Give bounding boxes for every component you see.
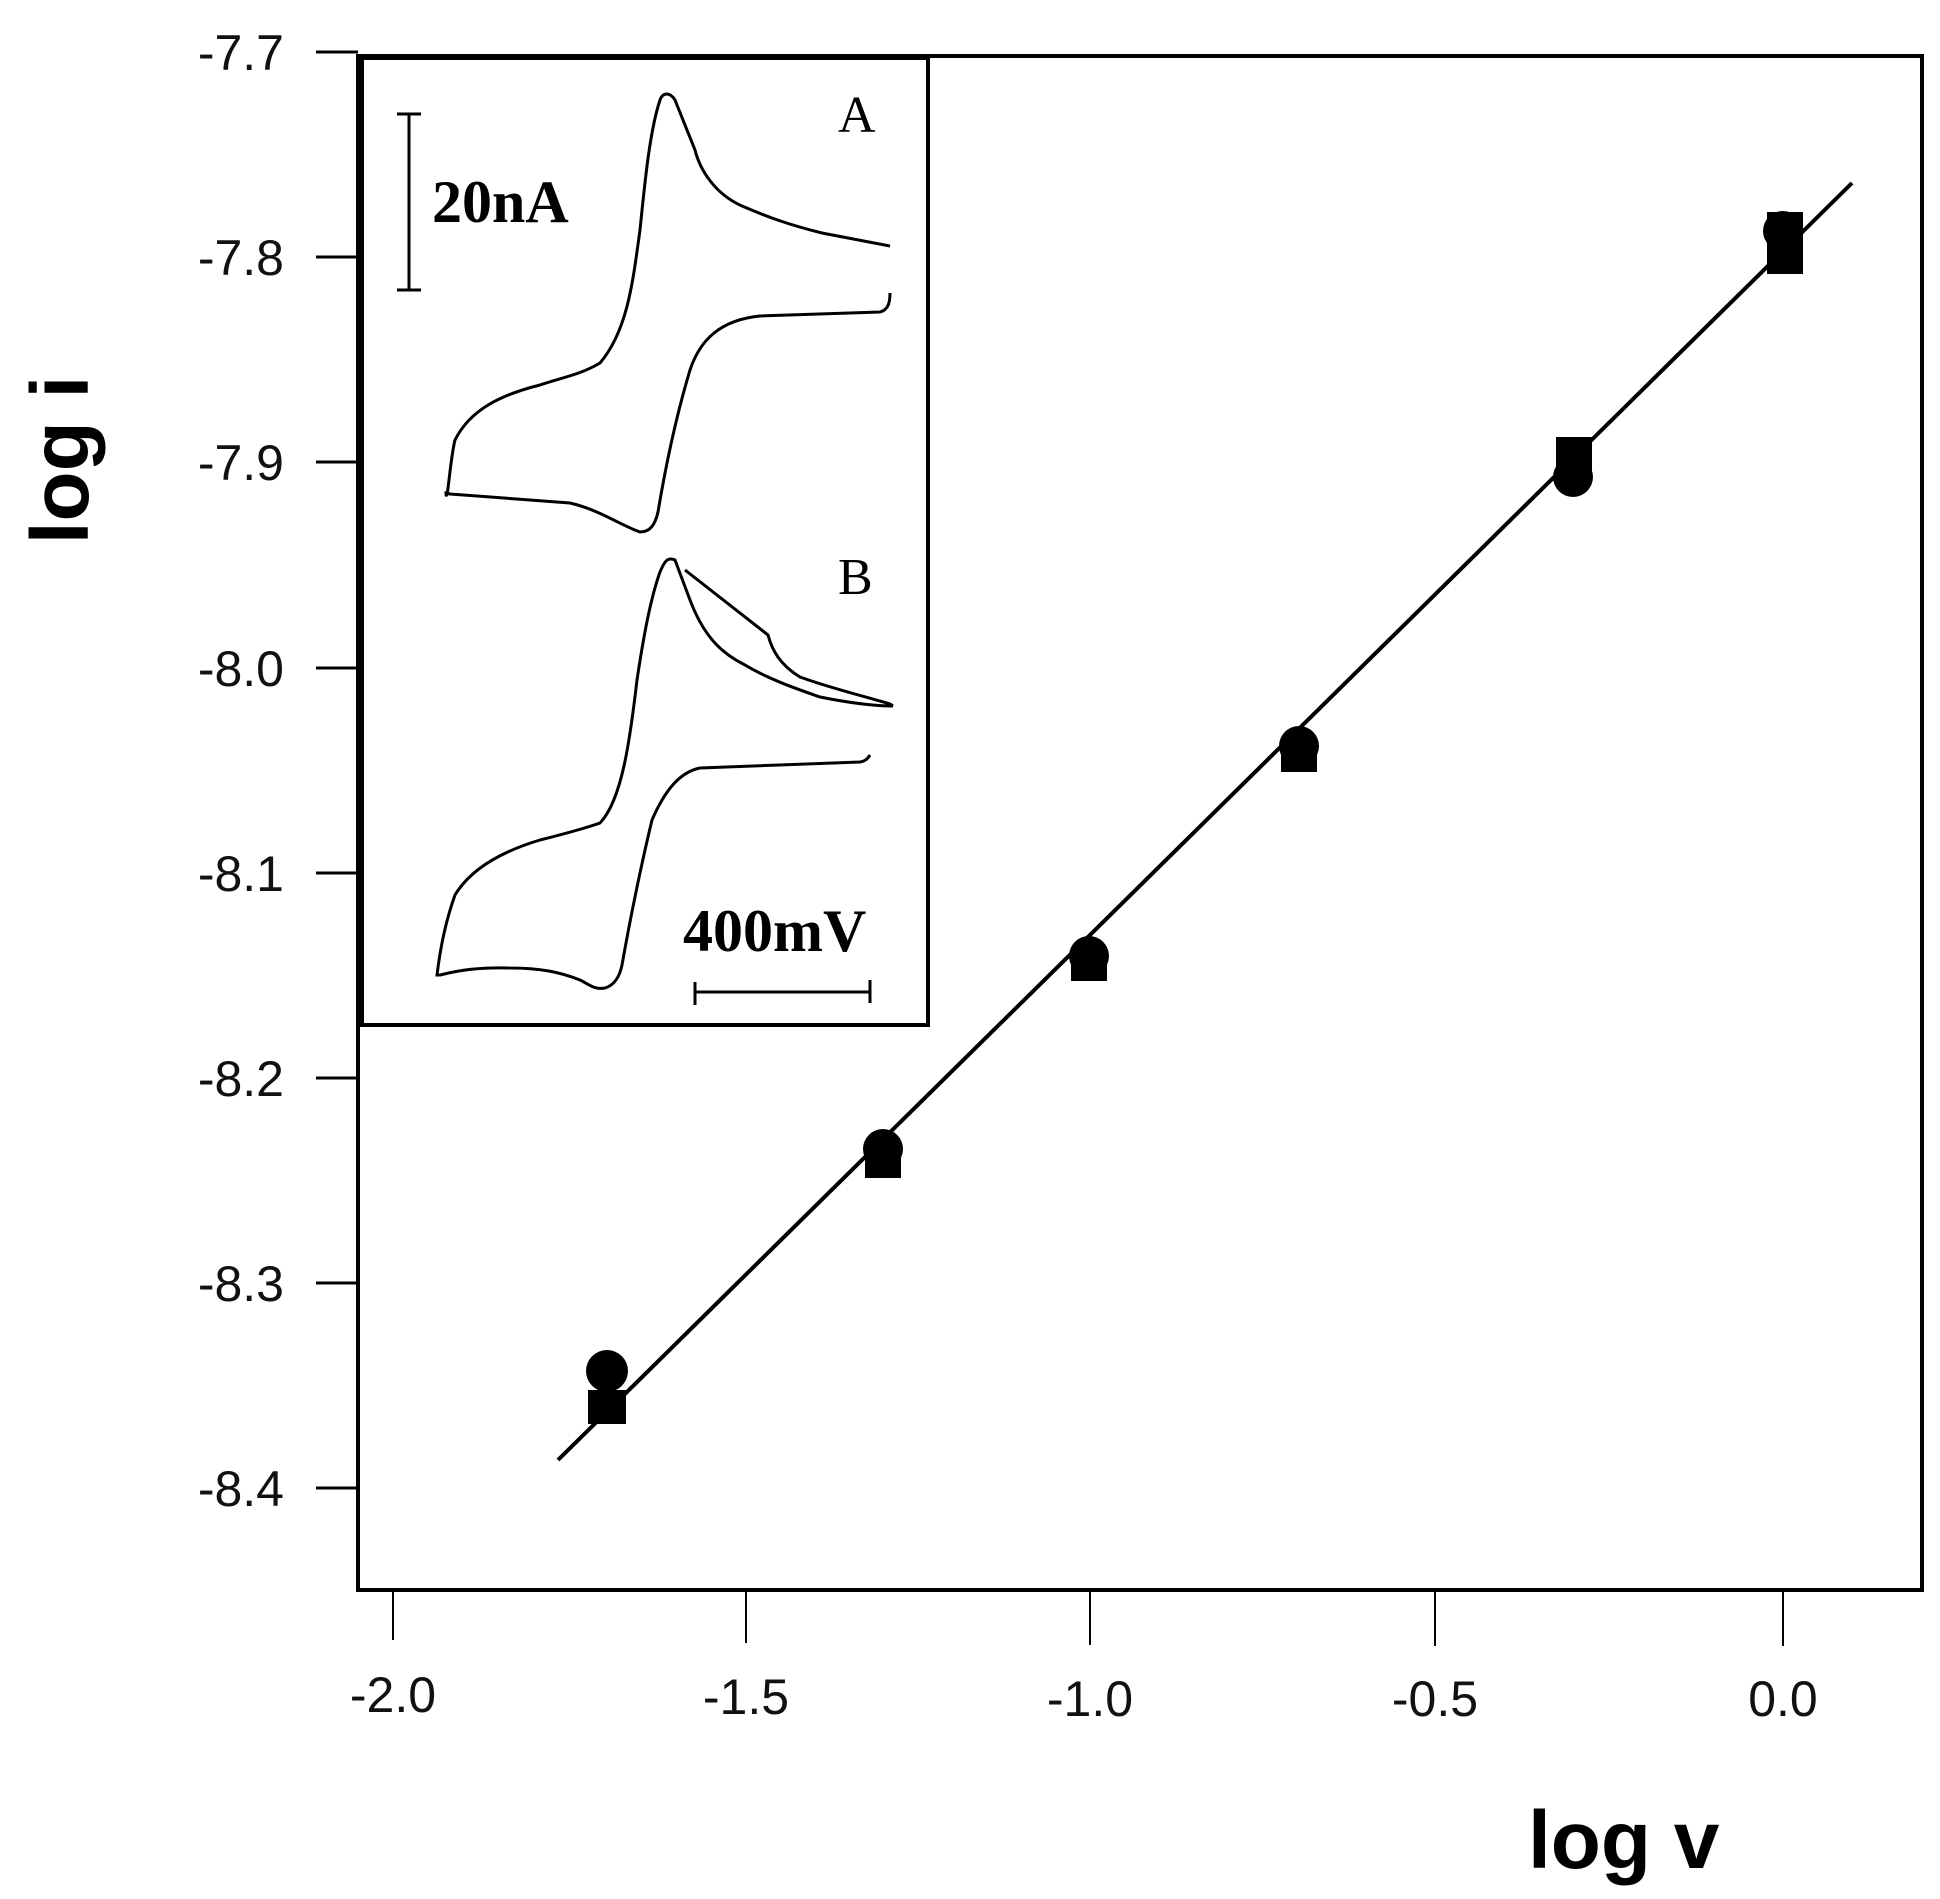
fit-line (556, 181, 1854, 1462)
panel-label-a: A (838, 87, 876, 144)
circle-marker (1553, 457, 1593, 497)
inset-cv: 20nA A B 400mV (360, 56, 930, 1027)
x-tick-labels: -2.0 -1.5 -1.0 -0.5 0.0 (350, 1667, 1818, 1727)
plot-frame (356, 54, 1924, 1592)
y-tick-label: -7.9 (198, 435, 284, 491)
inset-frame (360, 56, 930, 1027)
y-axis-title: log i (15, 376, 106, 545)
cv-trace-b (435, 557, 894, 990)
y-tick-label: -7.8 (198, 230, 284, 286)
current-scale-bar (397, 112, 421, 292)
square-marker (588, 1390, 626, 1424)
cv-trace-a (444, 92, 892, 534)
y-tick-label: -8.0 (198, 641, 284, 697)
x-tick-label: -2.0 (350, 1667, 436, 1723)
panel-label-b: B (838, 549, 873, 606)
x-tick-label: 0.0 (1748, 1671, 1818, 1727)
current-scale-label: 20nA (432, 169, 569, 235)
x-axis-title: log v (1528, 1795, 1720, 1886)
y-tick-label: -8.1 (198, 846, 284, 902)
y-tick-label: -8.2 (198, 1051, 284, 1107)
y-tick-label: -8.3 (198, 1256, 284, 1312)
circle-marker (1279, 726, 1319, 766)
y-tick-labels: -7.7 -7.8 -7.9 -8.0 -8.1 -8.2 -8.3 -8.4 (198, 25, 284, 1517)
y-axis (316, 50, 358, 1490)
x-tick-label: -1.0 (1047, 1671, 1133, 1727)
circle-marker (1069, 936, 1109, 976)
x-axis (392, 1590, 1784, 1646)
x-tick-label: -0.5 (1392, 1671, 1478, 1727)
x-tick-label: -1.5 (703, 1669, 789, 1725)
circle-marker (1763, 211, 1803, 251)
circle-markers (586, 211, 1803, 1392)
circle-marker (586, 1350, 628, 1392)
y-tick-label: -7.7 (198, 25, 284, 81)
circle-marker (863, 1129, 903, 1169)
potential-scale-bar (693, 980, 872, 1005)
potential-scale-label: 400mV (683, 898, 866, 964)
y-tick-label: -8.4 (198, 1461, 284, 1517)
